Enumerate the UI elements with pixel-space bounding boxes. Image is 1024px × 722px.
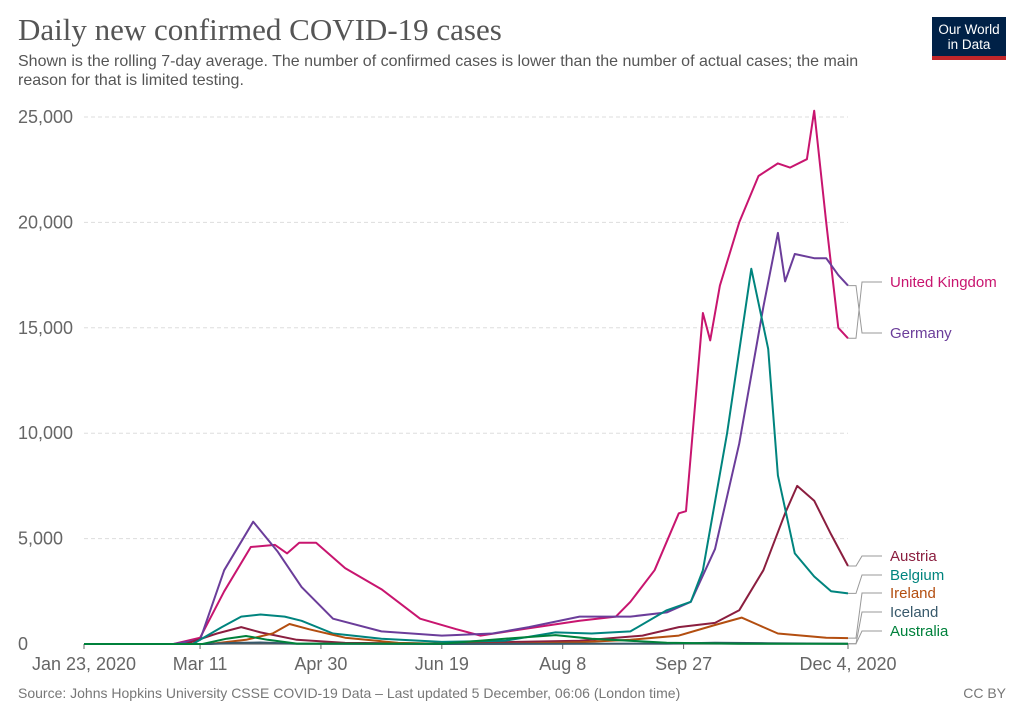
series-line-united-kingdom[interactable] bbox=[84, 109, 849, 645]
label-connector bbox=[848, 285, 882, 334]
x-tick-label: Apr 30 bbox=[294, 654, 347, 674]
series-label-germany[interactable]: Germany bbox=[890, 325, 952, 342]
x-tick-label: Jan 23, 2020 bbox=[32, 654, 136, 674]
chart-title: Daily new confirmed COVID-19 cases bbox=[18, 12, 502, 47]
label-connector bbox=[848, 574, 882, 594]
series-label-iceland[interactable]: Iceland bbox=[890, 604, 938, 621]
y-tick-label: 15,000 bbox=[18, 318, 73, 338]
logo-line-2: in Data bbox=[947, 37, 991, 52]
series-label-united-kingdom[interactable]: United Kingdom bbox=[890, 274, 997, 291]
series-lines bbox=[84, 109, 849, 645]
x-tick-label: Aug 8 bbox=[539, 654, 586, 674]
owid-logo[interactable]: Our World in Data bbox=[932, 17, 1006, 60]
label-connector bbox=[848, 592, 882, 639]
x-tick-label: Dec 4, 2020 bbox=[799, 654, 896, 674]
y-tick-label: 10,000 bbox=[18, 423, 73, 443]
grid-lines bbox=[84, 116, 848, 645]
label-connector bbox=[848, 281, 882, 339]
x-tick-label: Mar 11 bbox=[173, 654, 228, 674]
series-line-australia[interactable] bbox=[84, 634, 849, 645]
y-tick-label: 25,000 bbox=[18, 107, 73, 127]
logo-line-1: Our World bbox=[938, 22, 1000, 37]
series-label-ireland[interactable]: Ireland bbox=[890, 585, 936, 602]
label-connector bbox=[848, 630, 882, 645]
y-tick-label: 0 bbox=[18, 634, 28, 654]
series-line-belgium[interactable] bbox=[84, 267, 849, 645]
y-axis-ticks: 0 5,000 10,000 15,000 20,000 25,000 bbox=[18, 107, 73, 654]
series-label-belgium[interactable]: Belgium bbox=[890, 567, 944, 584]
x-axis-ticks: Jan 23, 2020 Mar 11 Apr 30 Jun 19 Aug 8 Sep 2… bbox=[32, 644, 897, 674]
series-label-australia[interactable]: Australia bbox=[890, 623, 949, 640]
series-label-austria[interactable]: Austria bbox=[890, 548, 937, 565]
series-line-germany[interactable] bbox=[84, 231, 849, 645]
label-connector bbox=[848, 555, 882, 567]
license-link[interactable]: CC BY bbox=[963, 685, 1006, 701]
source-note[interactable]: Source: Johns Hopkins University CSSE CO… bbox=[18, 685, 681, 701]
y-tick-label: 5,000 bbox=[18, 529, 63, 549]
x-tick-label: Jun 19 bbox=[415, 654, 469, 674]
y-tick-label: 20,000 bbox=[18, 212, 73, 232]
series-labels: United Kingdom Germany Austria BelgiumIrela… bbox=[848, 274, 997, 645]
chart-subtitle: Shown is the rolling 7-day average. The … bbox=[18, 53, 859, 89]
label-connector bbox=[848, 611, 882, 645]
series-line-austria[interactable] bbox=[84, 484, 849, 645]
x-tick-label: Sep 27 bbox=[655, 654, 712, 674]
